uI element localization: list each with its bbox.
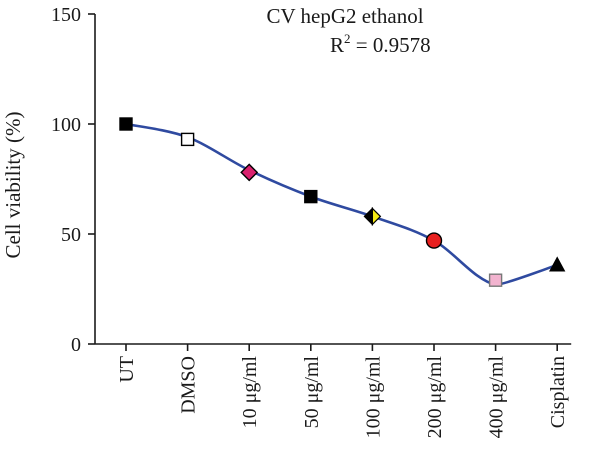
marker-half-black xyxy=(363,206,373,226)
y-tick-label: 50 xyxy=(61,224,81,246)
fit-line xyxy=(125,122,558,286)
data-markers xyxy=(119,117,566,287)
data-point xyxy=(240,163,259,182)
y-axis-title: Cell viability (%) xyxy=(1,112,25,259)
marker-half-yellow xyxy=(371,206,382,226)
x-tick-label: Cisplatin xyxy=(547,356,569,428)
x-tick-label: DMSO xyxy=(178,356,200,414)
chart-title: CV hepG2 ethanol xyxy=(266,4,423,28)
data-point xyxy=(119,117,133,131)
data-point xyxy=(304,189,318,204)
data-point xyxy=(488,273,503,287)
y-tick-label: 150 xyxy=(51,4,81,26)
x-tick-label: 10 μg/ml xyxy=(239,356,261,429)
category-labels: UT DMSO 10 μg/ml 50 μg/ml 100 μg/ml 200 μg/ml… xyxy=(116,356,569,439)
x-tick-label: 400 μg/ml xyxy=(486,356,508,439)
x-tick-label: 100 μg/ml xyxy=(362,356,384,439)
x-tick-label: UT xyxy=(116,356,138,383)
x-tick-label: 200 μg/ml xyxy=(424,356,446,439)
data-point xyxy=(180,132,195,147)
r-squared-label: R2 = 0.9578 xyxy=(330,31,431,57)
y-tick-label: 100 xyxy=(51,114,81,136)
x-tick-label: 50 μg/ml xyxy=(301,356,323,429)
y-axis: 0 50 100 150 xyxy=(51,4,96,356)
data-point xyxy=(363,206,382,226)
data-point xyxy=(425,232,443,249)
data-point xyxy=(549,256,566,272)
y-tick-label: 0 xyxy=(71,334,81,356)
x-axis xyxy=(95,343,572,351)
